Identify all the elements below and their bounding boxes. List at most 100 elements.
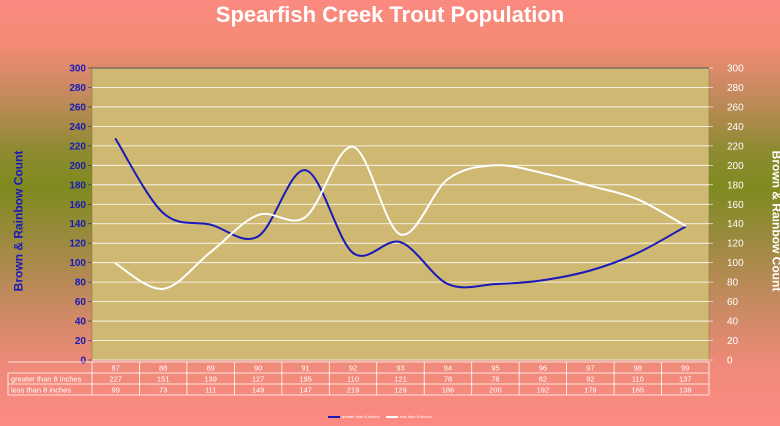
x-category-label: 99 bbox=[681, 364, 689, 373]
y-tick-label-right: 0 bbox=[727, 356, 733, 367]
y-tick-label-right: 260 bbox=[727, 102, 744, 113]
y-tick-label-left: 240 bbox=[69, 122, 86, 133]
x-category-label: 94 bbox=[444, 364, 452, 373]
y-tick-label-right: 120 bbox=[727, 239, 744, 250]
data-point-series-1 bbox=[209, 223, 212, 226]
x-category-label: 93 bbox=[396, 364, 404, 373]
x-category-label: 87 bbox=[112, 364, 120, 373]
data-point-series-1 bbox=[257, 235, 260, 238]
y-tick-label-right: 180 bbox=[727, 180, 744, 191]
data-point-series-2 bbox=[209, 250, 212, 253]
data-point-series-2 bbox=[399, 233, 402, 236]
y-tick-label-right: 140 bbox=[727, 219, 744, 230]
legend-swatch bbox=[328, 415, 340, 418]
data-label: 137 bbox=[679, 375, 692, 384]
data-point-series-2 bbox=[352, 145, 355, 148]
y-tick-label-left: 20 bbox=[75, 336, 87, 347]
y-tick-label-left: 200 bbox=[69, 161, 86, 172]
data-label: 186 bbox=[442, 386, 455, 395]
data-point-series-1 bbox=[541, 279, 544, 282]
y-tick-label-left: 160 bbox=[69, 200, 86, 211]
y-tick-label-right: 300 bbox=[727, 64, 744, 75]
data-label: 78 bbox=[491, 375, 499, 384]
data-label: 121 bbox=[394, 375, 407, 384]
data-label: 110 bbox=[347, 375, 359, 384]
data-label: 219 bbox=[347, 386, 360, 395]
data-label: 129 bbox=[394, 386, 407, 395]
series-line-2 bbox=[115, 145, 686, 290]
data-label: 149 bbox=[252, 386, 265, 395]
data-label: 78 bbox=[444, 375, 452, 384]
data-point-series-1 bbox=[399, 241, 402, 244]
y-tick-label-left: 260 bbox=[69, 102, 86, 113]
x-category-label: 92 bbox=[349, 364, 357, 373]
data-label: 82 bbox=[539, 375, 547, 384]
data-point-series-1 bbox=[352, 251, 355, 254]
legend-swatch bbox=[385, 415, 398, 418]
y-tick-label-left: 220 bbox=[69, 141, 86, 152]
chart-title: Spearfish Creek Trout Population bbox=[215, 2, 565, 27]
y-tick-label-left: 120 bbox=[69, 239, 86, 250]
data-point-series-2 bbox=[446, 177, 449, 180]
data-point-series-1 bbox=[494, 283, 497, 286]
data-label: 151 bbox=[157, 375, 170, 384]
x-category-label: 96 bbox=[539, 364, 547, 373]
data-label: 110 bbox=[632, 375, 644, 384]
data-point-series-2 bbox=[541, 172, 544, 175]
data-point-series-1 bbox=[304, 169, 307, 172]
data-point-series-2 bbox=[684, 224, 687, 227]
data-point-series-2 bbox=[114, 262, 117, 265]
y-tick-label-right: 160 bbox=[727, 200, 744, 211]
data-point-series-1 bbox=[162, 212, 165, 215]
table-row-label: less than 8 inches bbox=[11, 386, 71, 395]
y-tick-label-left: 60 bbox=[75, 297, 87, 308]
data-label: 200 bbox=[489, 386, 502, 395]
y-tick-label-right: 280 bbox=[727, 83, 744, 94]
x-category-label: 97 bbox=[586, 364, 594, 373]
table-row-label: greater than 8 inches bbox=[11, 375, 82, 384]
y-tick-label-left: 40 bbox=[75, 317, 87, 328]
x-category-label: 90 bbox=[254, 364, 262, 373]
data-label: 111 bbox=[205, 386, 216, 395]
y-tick-label-right: 240 bbox=[727, 122, 744, 133]
legend-item: greater than 8 inches bbox=[328, 414, 380, 419]
data-label: 192 bbox=[537, 386, 550, 395]
y-tick-label-right: 80 bbox=[727, 278, 739, 289]
x-category-label: 89 bbox=[206, 364, 214, 373]
data-label: 147 bbox=[299, 386, 312, 395]
data-label: 195 bbox=[299, 375, 312, 384]
x-category-label: 98 bbox=[634, 364, 642, 373]
data-label: 138 bbox=[679, 386, 692, 395]
y-tick-label-left: 140 bbox=[69, 219, 86, 230]
data-point-series-2 bbox=[636, 198, 639, 201]
data-point-series-2 bbox=[304, 215, 307, 218]
y-tick-label-right: 60 bbox=[727, 297, 739, 308]
x-category-label: 95 bbox=[491, 364, 499, 373]
plot-area bbox=[91, 67, 710, 361]
data-label: 99 bbox=[112, 386, 120, 395]
legend-label: less than 8 inches bbox=[399, 414, 432, 419]
y-tick-label-left: 280 bbox=[69, 83, 86, 94]
chart-legend: greater than 8 inches less than 8 inches bbox=[328, 414, 432, 419]
y-tick-label-left: 80 bbox=[75, 278, 87, 289]
y-tick-label-right: 220 bbox=[727, 141, 744, 152]
data-point-series-1 bbox=[446, 283, 449, 286]
data-point-series-2 bbox=[589, 184, 592, 187]
data-label: 179 bbox=[584, 386, 597, 395]
data-label: 227 bbox=[109, 375, 122, 384]
data-label: 92 bbox=[586, 375, 594, 384]
y-tick-label-left: 180 bbox=[69, 180, 86, 191]
y-tick-label-right: 20 bbox=[727, 336, 739, 347]
legend-label: greater than 8 inches bbox=[342, 414, 380, 419]
data-point-series-2 bbox=[162, 287, 165, 290]
y-tick-label-right: 40 bbox=[727, 317, 739, 328]
data-point-series-2 bbox=[257, 213, 260, 216]
y-tick-label-right: 200 bbox=[727, 161, 744, 172]
y-tick-label-left: 0 bbox=[80, 356, 86, 367]
x-category-label: 91 bbox=[301, 364, 309, 373]
data-point-series-1 bbox=[114, 138, 117, 141]
data-label: 139 bbox=[204, 375, 217, 384]
x-category-label: 88 bbox=[159, 364, 167, 373]
data-label: 73 bbox=[159, 386, 167, 395]
